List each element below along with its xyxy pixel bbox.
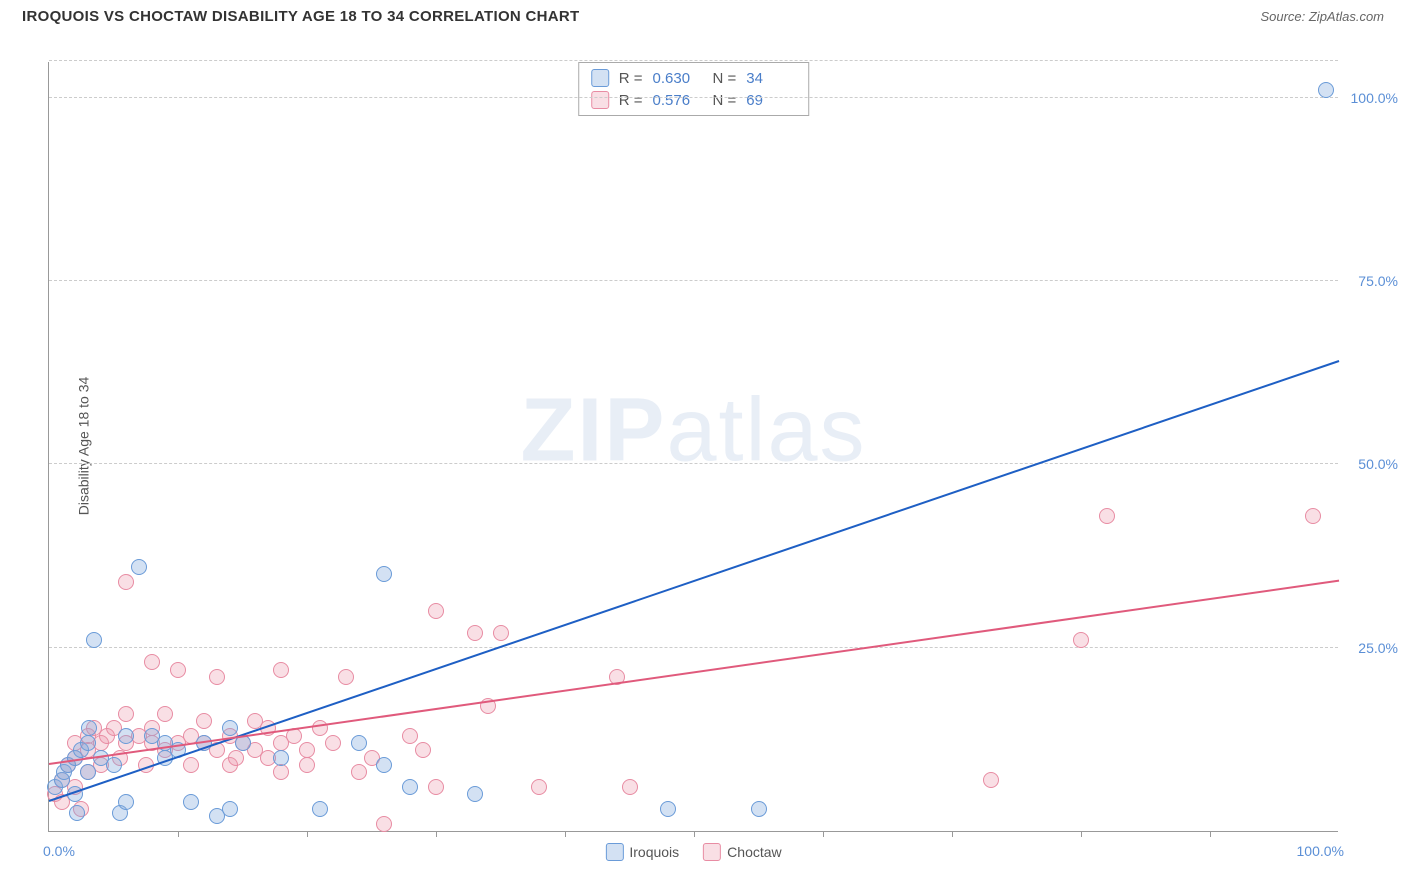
data-point [299,757,315,773]
data-point [118,794,134,810]
data-point [222,720,238,736]
data-point [751,801,767,817]
n-label: N = [713,92,737,109]
n-value-iroquois: 34 [746,70,796,87]
data-point [376,566,392,582]
data-point [415,742,431,758]
data-point [531,779,547,795]
stats-row-iroquois: R = 0.630 N = 34 [591,67,797,89]
data-point [467,625,483,641]
r-value-iroquois: 0.630 [653,70,703,87]
data-point [338,669,354,685]
data-point [312,801,328,817]
legend-item-iroquois: Iroquois [605,843,679,861]
source-attribution: Source: ZipAtlas.com [1260,9,1384,24]
gridline [49,647,1338,648]
data-point [69,805,85,821]
x-tick [436,831,437,837]
data-point [660,801,676,817]
data-point [1099,508,1115,524]
gridline [49,280,1338,281]
swatch-iroquois [605,843,623,861]
data-point [402,779,418,795]
chart-title: IROQUOIS VS CHOCTAW DISABILITY AGE 18 TO… [22,8,580,25]
data-point [118,728,134,744]
regression-line [49,580,1339,765]
x-axis-min-label: 0.0% [43,843,75,859]
data-point [131,559,147,575]
n-value-choctaw: 69 [746,92,796,109]
legend-item-choctaw: Choctaw [703,843,781,861]
data-point [351,764,367,780]
x-tick [565,831,566,837]
x-tick [1210,831,1211,837]
data-point [118,706,134,722]
data-point [80,735,96,751]
gridline [49,463,1338,464]
x-axis-max-label: 100.0% [1297,843,1344,859]
data-point [493,625,509,641]
y-tick-label: 75.0% [1358,273,1398,289]
gridline [49,97,1338,98]
data-point [1305,508,1321,524]
data-point [196,713,212,729]
data-point [376,816,392,832]
data-point [983,772,999,788]
series-legend: Iroquois Choctaw [605,843,781,861]
data-point [80,764,96,780]
x-tick [178,831,179,837]
y-tick-label: 25.0% [1358,640,1398,656]
data-point [428,603,444,619]
data-point [351,735,367,751]
n-label: N = [713,70,737,87]
data-point [183,794,199,810]
gridline [49,60,1338,61]
data-point [106,757,122,773]
r-value-choctaw: 0.576 [653,92,703,109]
data-point [118,574,134,590]
data-point [1073,632,1089,648]
data-point [170,662,186,678]
data-point [1318,82,1334,98]
data-point [81,720,97,736]
x-tick [952,831,953,837]
data-point [157,706,173,722]
plot-area: ZIPatlas R = 0.630 N = 34 R = 0.576 N = … [48,62,1338,832]
data-point [299,742,315,758]
data-point [402,728,418,744]
swatch-choctaw [591,91,609,109]
data-point [273,662,289,678]
r-label: R = [619,70,643,87]
data-point [228,750,244,766]
watermark: ZIPatlas [520,380,866,483]
correlation-stats-box: R = 0.630 N = 34 R = 0.576 N = 69 [578,62,810,116]
r-label: R = [619,92,643,109]
data-point [144,654,160,670]
x-tick [1081,831,1082,837]
y-tick-label: 50.0% [1358,456,1398,472]
data-point [86,632,102,648]
data-point [183,757,199,773]
data-point [428,779,444,795]
data-point [467,786,483,802]
swatch-iroquois [591,69,609,87]
data-point [376,757,392,773]
data-point [209,669,225,685]
data-point [325,735,341,751]
legend-label-choctaw: Choctaw [727,844,781,860]
swatch-choctaw [703,843,721,861]
x-tick [823,831,824,837]
legend-label-iroquois: Iroquois [629,844,679,860]
stats-row-choctaw: R = 0.576 N = 69 [591,89,797,111]
data-point [222,801,238,817]
x-tick [694,831,695,837]
y-tick-label: 100.0% [1351,90,1398,106]
data-point [273,764,289,780]
data-point [273,750,289,766]
data-point [622,779,638,795]
x-tick [307,831,308,837]
